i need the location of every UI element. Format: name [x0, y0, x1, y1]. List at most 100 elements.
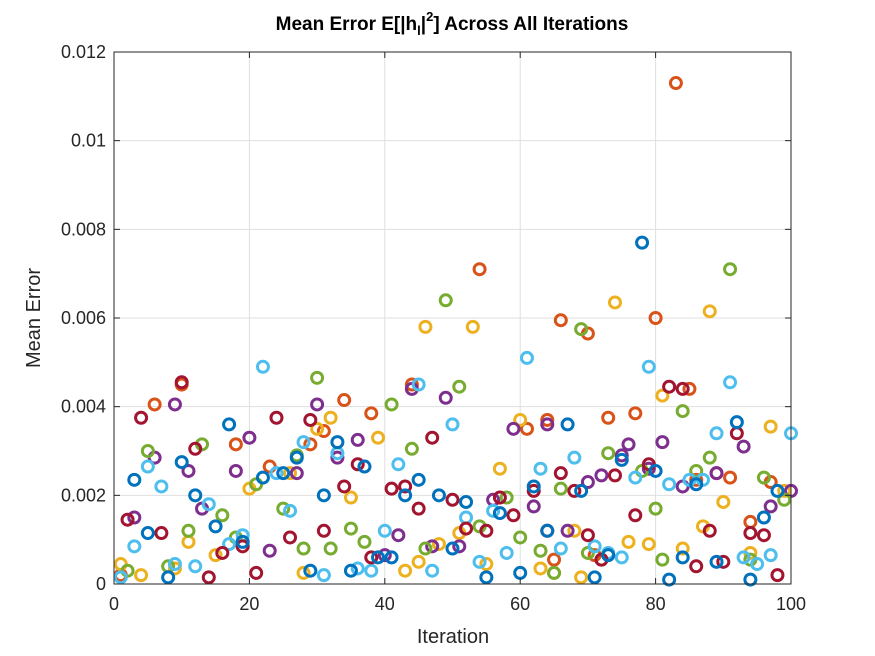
data-point [777, 492, 792, 507]
data-point [777, 483, 792, 498]
data-point [391, 457, 406, 472]
data-point [289, 450, 304, 465]
data-point [188, 441, 203, 456]
data-point [167, 561, 182, 576]
data-point [743, 526, 758, 541]
data-point [330, 435, 345, 450]
data-point [215, 508, 230, 523]
data-point [316, 488, 331, 503]
data-point [174, 455, 189, 470]
data-point [127, 539, 142, 554]
data-point [459, 494, 474, 509]
data-point [567, 523, 582, 538]
data-point [283, 503, 298, 518]
data-point [452, 539, 467, 554]
data-point [743, 514, 758, 529]
data-point [357, 534, 372, 549]
data-point [526, 479, 541, 494]
data-point [621, 534, 636, 549]
data-point [601, 446, 616, 461]
data-point [249, 565, 264, 580]
data-point [763, 419, 778, 434]
data-point [140, 459, 155, 474]
data-point [215, 545, 230, 560]
data-point [709, 466, 724, 481]
data-point [276, 466, 291, 481]
data-point [188, 559, 203, 574]
data-point [120, 512, 135, 527]
data-point [723, 262, 738, 277]
data-point [431, 488, 446, 503]
data-point [574, 322, 589, 337]
x-tick-label: 100 [776, 594, 806, 614]
title-main: Mean Error E[|h [276, 14, 418, 35]
data-point [506, 421, 521, 436]
data-point [716, 554, 731, 569]
data-point [113, 570, 128, 585]
data-point [533, 461, 548, 476]
data-point [756, 510, 771, 525]
data-point [255, 359, 270, 374]
data-point [723, 470, 738, 485]
x-tick-label: 20 [239, 594, 259, 614]
data-point [499, 545, 514, 560]
data-point [371, 430, 386, 445]
data-point [134, 568, 149, 583]
data-point [547, 565, 562, 580]
data-point [702, 304, 717, 319]
data-point [648, 501, 663, 516]
data-point [343, 521, 358, 536]
data-point [404, 441, 419, 456]
data-point [377, 548, 392, 563]
data-point [587, 539, 602, 554]
data-markers [113, 76, 798, 587]
data-point [303, 437, 318, 452]
data-point [296, 565, 311, 580]
data-point [269, 410, 284, 425]
data-point [547, 552, 562, 567]
data-point [492, 490, 507, 505]
data-point [601, 410, 616, 425]
data-point [228, 437, 243, 452]
data-point [479, 557, 494, 572]
data-point [398, 563, 413, 578]
data-point [283, 466, 298, 481]
data-point [540, 523, 555, 538]
data-point [574, 570, 589, 585]
data-point [323, 541, 338, 556]
data-point [628, 406, 643, 421]
data-point [587, 570, 602, 585]
data-point [140, 526, 155, 541]
data-point [188, 488, 203, 503]
title-mid: | [421, 14, 426, 35]
data-point [459, 510, 474, 525]
x-tick-label: 40 [375, 594, 395, 614]
data-point [560, 523, 575, 538]
title-subscript: l [417, 23, 421, 38]
data-point [337, 479, 352, 494]
data-point [411, 501, 426, 516]
data-point [310, 421, 325, 436]
data-point [398, 488, 413, 503]
data-point [641, 359, 656, 374]
data-point [431, 537, 446, 552]
data-point [689, 463, 704, 478]
data-point [614, 550, 629, 565]
data-point [459, 521, 474, 536]
data-point [574, 483, 589, 498]
data-point [438, 390, 453, 405]
data-point [425, 563, 440, 578]
data-point [519, 421, 534, 436]
data-point [533, 543, 548, 558]
data-point [262, 543, 277, 558]
x-tick-label: 0 [109, 594, 119, 614]
data-point [343, 490, 358, 505]
data-point [337, 393, 352, 408]
data-point [743, 572, 758, 587]
data-point [567, 483, 582, 498]
data-point [181, 534, 196, 549]
series-6 [120, 375, 785, 585]
data-point [675, 381, 690, 396]
data-point [310, 397, 325, 412]
data-point [201, 497, 216, 512]
